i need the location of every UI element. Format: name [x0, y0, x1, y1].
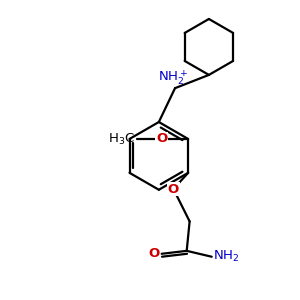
Text: O: O [148, 247, 159, 260]
Text: O: O [168, 182, 179, 196]
Text: $\rm H_3C$: $\rm H_3C$ [108, 131, 135, 146]
Text: O: O [156, 133, 167, 146]
Text: $\rm NH_2^+$: $\rm NH_2^+$ [158, 68, 189, 87]
Text: $\rm NH_2$: $\rm NH_2$ [213, 249, 240, 264]
